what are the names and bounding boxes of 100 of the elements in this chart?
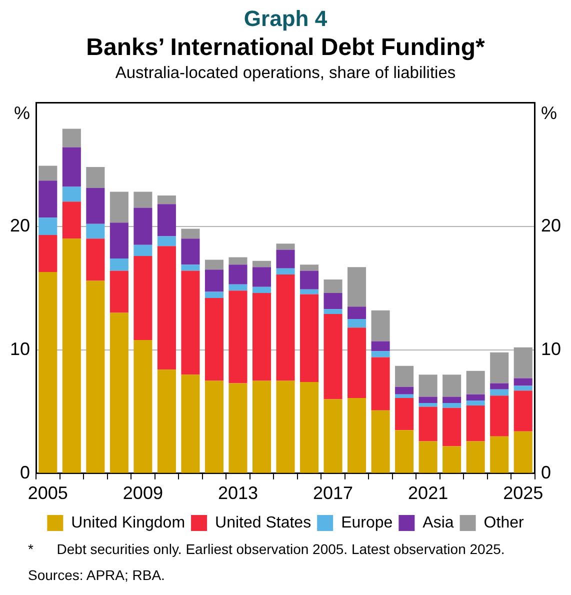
bar (324, 279, 342, 294)
bar (62, 202, 81, 239)
bar (395, 430, 414, 473)
bar (157, 370, 176, 473)
bar (204, 270, 224, 292)
bar (181, 264, 200, 271)
bar (466, 370, 485, 394)
bar (490, 389, 509, 396)
bar (110, 312, 128, 473)
bar (86, 224, 105, 239)
bar (62, 128, 81, 148)
y2-tick-label: 10 (540, 338, 562, 359)
legend-label: Europe (341, 514, 393, 532)
bar (348, 318, 366, 328)
bar (324, 314, 342, 400)
bar (86, 188, 105, 224)
bar (348, 328, 366, 398)
chart-title: Banks’ International Debt Funding* (85, 34, 486, 63)
bar (276, 244, 295, 250)
bar (324, 309, 342, 314)
bar (418, 374, 438, 397)
bar (134, 208, 152, 245)
bar (110, 222, 128, 258)
bar (181, 374, 200, 473)
bar (86, 238, 105, 281)
legend-label: United Kingdom (71, 514, 186, 532)
bar (418, 402, 438, 407)
bar (134, 256, 152, 340)
bar (38, 218, 58, 235)
y2-tick-label: 0 (540, 462, 551, 482)
bar (490, 383, 509, 390)
bar (228, 264, 248, 284)
bar (300, 294, 319, 382)
y-tick-label: 10 (10, 338, 30, 359)
bar (395, 366, 414, 387)
bar (204, 298, 224, 381)
bar (371, 410, 390, 473)
bar (300, 264, 319, 271)
bar (300, 289, 319, 294)
bar (38, 272, 58, 473)
bar (157, 246, 176, 370)
bar (371, 310, 390, 342)
bar (514, 347, 532, 378)
bar (181, 228, 200, 239)
bar (442, 408, 462, 446)
bar (110, 258, 128, 271)
bar (490, 352, 509, 384)
bar (348, 267, 366, 307)
bar (442, 446, 462, 473)
legend-label: United States (215, 514, 312, 532)
bar (348, 306, 366, 319)
bar (324, 399, 342, 473)
bar (86, 167, 105, 188)
x-tick-label: 2025 (503, 483, 544, 504)
bar (395, 398, 414, 430)
bar (371, 357, 390, 410)
bar (134, 340, 152, 473)
bar (252, 267, 272, 287)
bar (252, 380, 272, 473)
bar (110, 270, 128, 313)
bar (204, 260, 224, 270)
bar (490, 396, 509, 436)
bar (228, 290, 248, 384)
y-axis-title: % (14, 102, 30, 123)
bar (371, 341, 390, 352)
bar (134, 244, 152, 256)
bar (514, 390, 532, 432)
bar (418, 396, 438, 403)
bar (371, 351, 390, 358)
bar (276, 380, 295, 473)
bar (324, 293, 342, 310)
bar (466, 441, 485, 473)
y2-tick-label: 20 (540, 215, 562, 236)
bar (514, 378, 532, 386)
bar (395, 386, 414, 394)
bar (395, 394, 414, 398)
bar (110, 192, 128, 223)
bar (418, 441, 438, 473)
bar (157, 195, 176, 204)
y-tick-label: 0 (20, 462, 30, 482)
x-tick-label: 2009 (122, 483, 163, 504)
bar (442, 374, 462, 397)
text: * Debt securities only. Earliest observation 2005. Latest observation 2025. (28, 541, 506, 559)
bar (252, 286, 272, 294)
chart-subtitle: Australia-located operations, share of liabilities (114, 64, 457, 84)
source-note: Sources: APRA; RBA. (28, 567, 166, 585)
y2-axis-title: % (540, 102, 557, 123)
bar (204, 380, 224, 473)
legend-label: Asia (422, 514, 454, 532)
bar (300, 270, 319, 290)
bar (276, 268, 295, 275)
bar (228, 284, 248, 291)
bar (514, 386, 532, 391)
x-tick-label: 2005 (28, 483, 68, 504)
bar (38, 166, 58, 181)
bar (181, 238, 200, 265)
bar (276, 250, 295, 268)
bar (276, 274, 295, 381)
bar (228, 257, 248, 265)
bar (38, 234, 58, 272)
